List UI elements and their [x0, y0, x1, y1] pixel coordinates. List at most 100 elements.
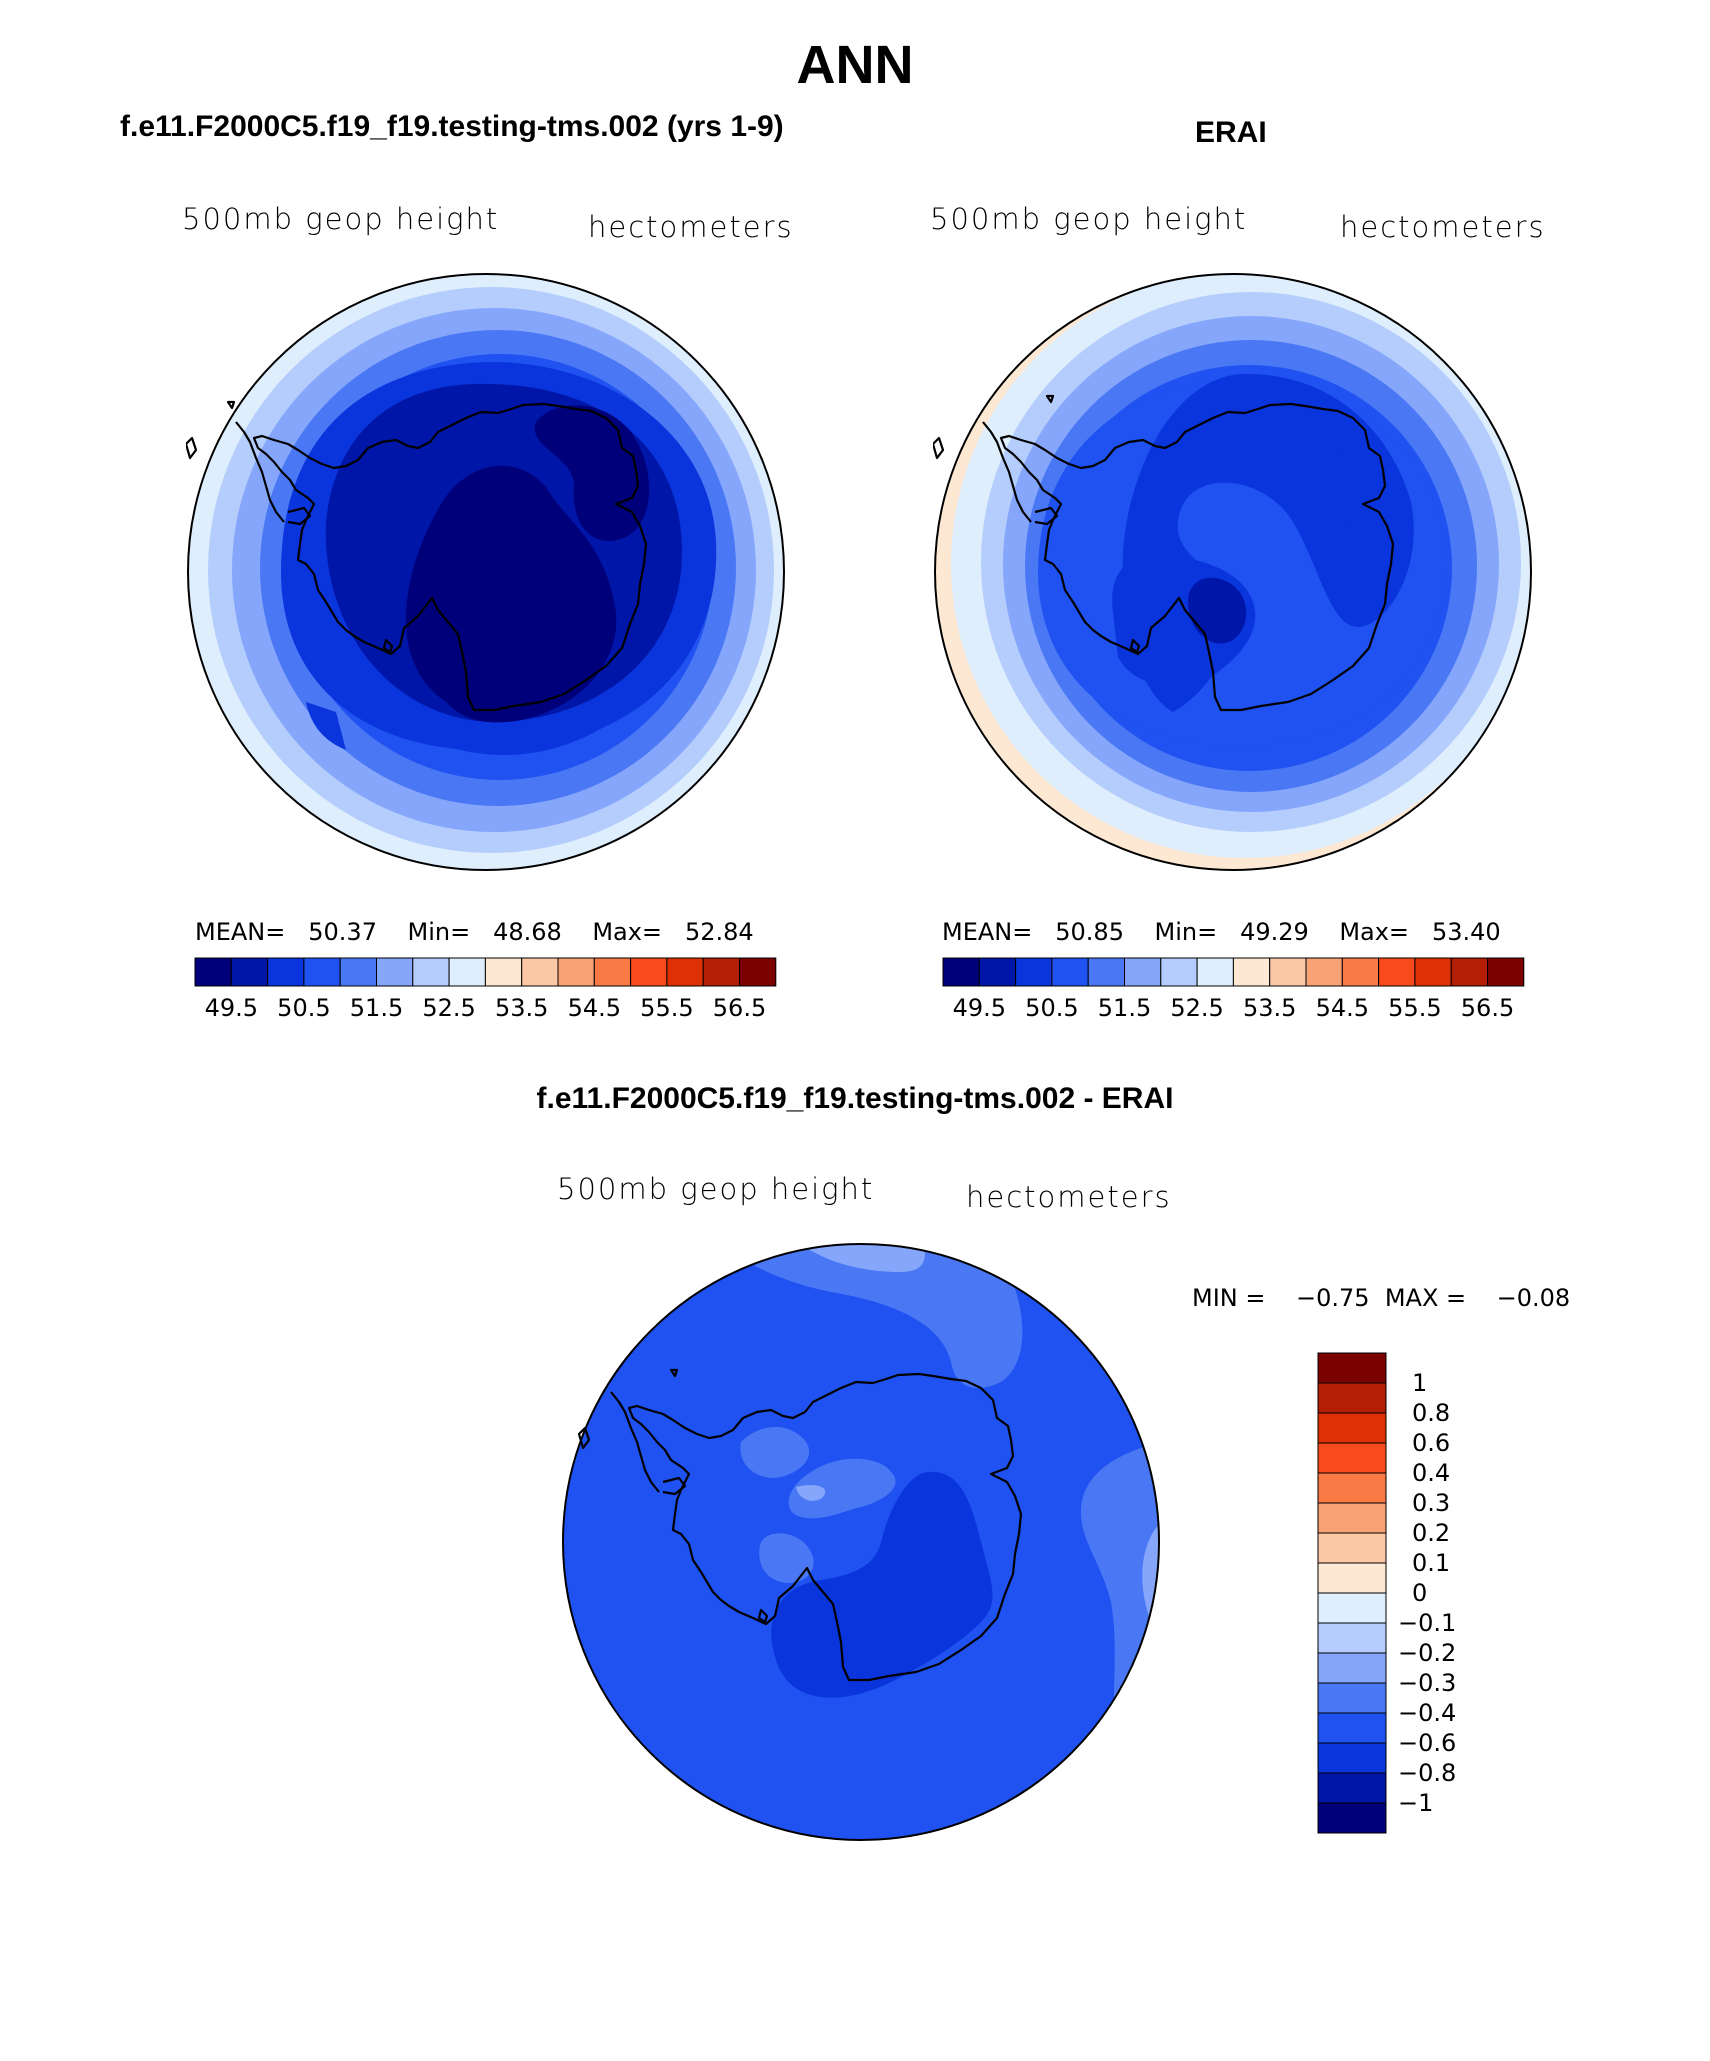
colorbar-swatch: [1414, 957, 1452, 987]
left-max-value: 52.84: [684, 918, 754, 946]
colorbar-swatch: [303, 957, 341, 987]
left-units-label: hectometers: [588, 210, 794, 244]
colorbar-swatch: [1269, 957, 1307, 987]
colorbar-tick-label: −0.2: [1398, 1639, 1456, 1667]
colorbar-swatch: [1232, 957, 1271, 987]
colorbar-swatch: [230, 957, 269, 987]
diff-max-label: MAX =: [1384, 1284, 1467, 1312]
colorbar-swatch: [1317, 1652, 1387, 1684]
right-stats: MEAN= 50.85 Min= 49.29 Max= 53.40: [942, 918, 1501, 946]
colorbar-tick-label: −0.3: [1398, 1669, 1456, 1697]
left-min-label: Min=: [407, 918, 471, 946]
colorbar-tick-label: 0: [1412, 1579, 1427, 1607]
left-mean-label: MEAN=: [195, 918, 286, 946]
colorbar-tick-label: −0.8: [1398, 1759, 1456, 1787]
diff-max-value: −0.08: [1496, 1284, 1571, 1312]
colorbar-tick-label: 0.1: [1412, 1549, 1450, 1577]
colorbar-swatch: [1087, 957, 1125, 987]
colorbar-swatch: [1317, 1442, 1387, 1474]
colorbar-swatch: [1317, 1742, 1387, 1774]
colorbar-swatch: [1160, 957, 1198, 987]
colorbar-swatch: [521, 957, 559, 987]
colorbar-tick-label: 0.2: [1412, 1519, 1450, 1547]
colorbar-swatch: [1487, 957, 1525, 987]
colorbar-swatch: [267, 957, 305, 987]
left-min-value: 48.68: [493, 918, 562, 946]
colorbar-tick-label: 55.5: [640, 994, 693, 1022]
colorbar-swatch: [630, 957, 668, 987]
right-max-value: 53.40: [1431, 918, 1501, 946]
left-variable-label: 500mb geop height: [182, 202, 500, 236]
colorbar-tick-label: 0.3: [1412, 1489, 1450, 1517]
colorbar-swatch: [978, 957, 1017, 987]
colorbar-swatch: [942, 957, 980, 987]
colorbar-tick-label: 49.5: [953, 994, 1006, 1022]
diff-polar-map: [562, 1243, 1160, 1841]
diff-min-value: −0.75: [1296, 1284, 1370, 1312]
right-min-label: Min=: [1154, 918, 1218, 946]
colorbar-tick-label: 53.5: [1243, 994, 1296, 1022]
colorbar-swatch: [1317, 1592, 1387, 1624]
colorbar-swatch: [1317, 1352, 1387, 1384]
colorbar-swatch: [1317, 1472, 1387, 1504]
colorbar-swatch: [1051, 957, 1089, 987]
colorbar-tick-label: 49.5: [205, 994, 258, 1022]
colorbar-swatch: [339, 957, 377, 987]
colorbar-tick-label: 56.5: [713, 994, 766, 1022]
colorbar-swatch: [739, 957, 777, 987]
diff-units-label: hectometers: [966, 1180, 1172, 1214]
colorbar-swatch: [1317, 1532, 1387, 1564]
diff-panel-title: f.e11.F2000C5.f19_f19.testing-tms.002 - …: [536, 1082, 1174, 1115]
colorbar-tick-label: 0.4: [1412, 1459, 1450, 1487]
colorbar-tick-label: 50.5: [1025, 994, 1078, 1022]
colorbar-swatch: [593, 957, 632, 987]
colorbar-swatch: [376, 957, 414, 987]
left-polar-map: [186, 273, 785, 871]
colorbar-swatch: [1378, 957, 1416, 987]
colorbar-tick-label: 1: [1412, 1369, 1427, 1397]
colorbar-swatch: [412, 957, 450, 987]
colorbar-tick-label: 0.6: [1412, 1429, 1450, 1457]
colorbar-tick-label: 52.5: [422, 994, 475, 1022]
colorbar-tick-label: −1: [1398, 1789, 1433, 1817]
left-mean-value: 50.37: [308, 918, 377, 946]
colorbar-tick-label: 54.5: [1316, 994, 1369, 1022]
colorbar-swatch: [1317, 1562, 1387, 1594]
colorbar-swatch: [1341, 957, 1380, 987]
colorbar-tick-label: −0.1: [1398, 1609, 1456, 1637]
right-mean-value: 50.85: [1055, 918, 1124, 946]
colorbar-swatch: [1317, 1802, 1387, 1834]
right-mean-label: MEAN=: [942, 918, 1033, 946]
main-title: ANN: [796, 35, 914, 95]
left-colorbar: 49.5 50.5 51.5 52.5 53.5 54.5 55.5 56.5: [194, 957, 777, 1022]
colorbar-swatch: [1317, 1622, 1387, 1654]
colorbar-swatch: [484, 957, 523, 987]
colorbar-swatch: [1317, 1412, 1387, 1444]
colorbar-tick-label: 55.5: [1388, 994, 1441, 1022]
colorbar-swatch: [557, 957, 595, 987]
colorbar-swatch: [1196, 957, 1234, 987]
colorbar-swatch: [1317, 1502, 1387, 1534]
diff-variable-label: 500mb geop height: [557, 1172, 875, 1206]
right-min-value: 49.29: [1240, 918, 1309, 946]
colorbar-swatch: [702, 957, 741, 987]
left-stats: MEAN= 50.37 Min= 48.68 Max= 52.84: [195, 918, 754, 946]
colorbar-tick-label: 56.5: [1461, 994, 1514, 1022]
colorbar-tick-label: 53.5: [495, 994, 548, 1022]
right-variable-label: 500mb geop height: [930, 202, 1248, 236]
diff-min-label: MIN =: [1192, 1284, 1266, 1312]
colorbar-swatch: [1305, 957, 1343, 987]
right-units-label: hectometers: [1340, 210, 1546, 244]
diff-stats: MIN = −0.75 MAX = −0.08: [1192, 1284, 1570, 1312]
right-colorbar: 49.5 50.5 51.5 52.5 53.5 54.5 55.5 56.5: [942, 957, 1525, 1022]
colorbar-tick-label: 51.5: [1098, 994, 1151, 1022]
colorbar-swatch: [1317, 1382, 1387, 1414]
colorbar-tick-label: −0.4: [1398, 1699, 1456, 1727]
right-max-label: Max=: [1339, 918, 1410, 946]
colorbar-tick-label: 51.5: [350, 994, 403, 1022]
left-max-label: Max=: [592, 918, 663, 946]
colorbar-swatch: [194, 957, 232, 987]
left-panel-title: f.e11.F2000C5.f19_f19.testing-tms.002 (y…: [120, 110, 784, 143]
colorbar-tick-label: 54.5: [568, 994, 621, 1022]
diff-colorbar: 10.80.60.40.30.20.10−0.1−0.2−0.3−0.4−0.6…: [1317, 1352, 1456, 1834]
